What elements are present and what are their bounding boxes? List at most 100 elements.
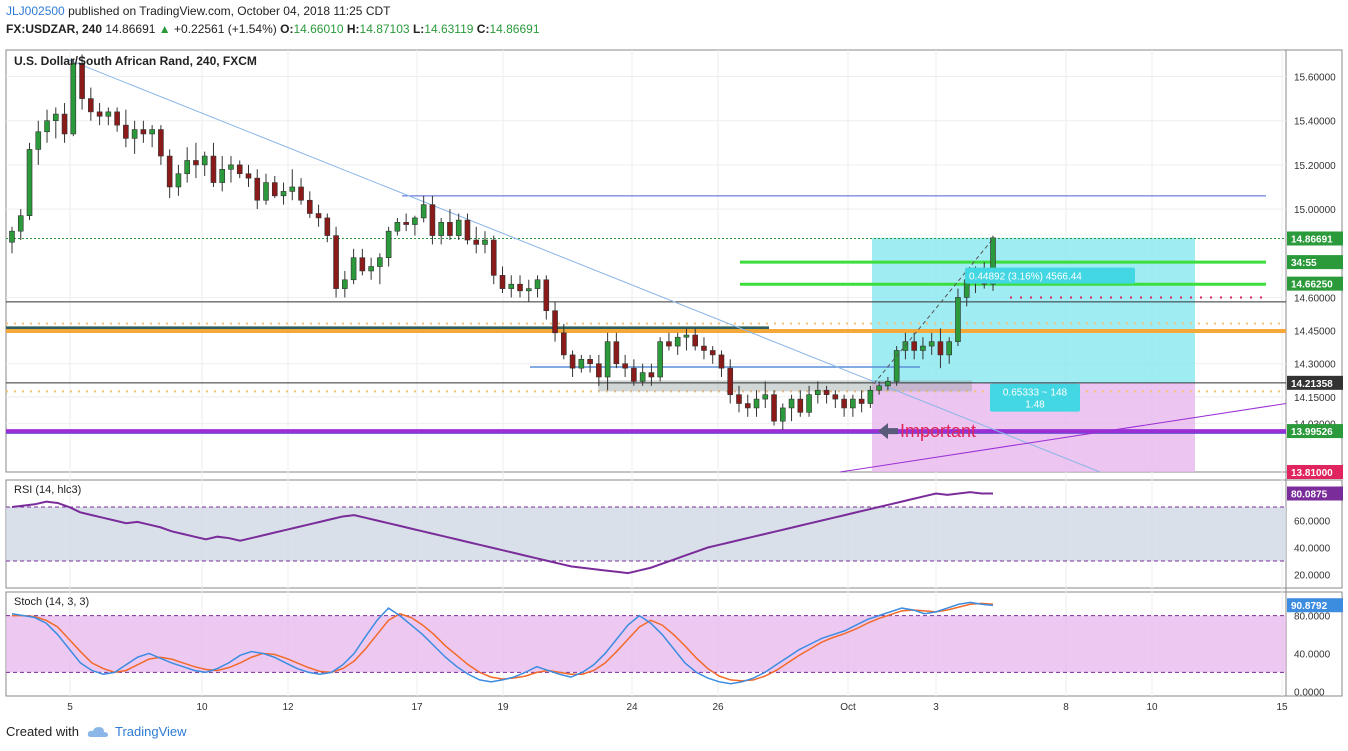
price-badge-label: 13.99526 (1291, 427, 1333, 438)
candle-body (123, 124, 129, 139)
candle-body (806, 394, 812, 413)
candle-body (201, 155, 208, 166)
candle-body (631, 367, 637, 382)
candle-body (893, 350, 900, 382)
stoch-tick-label: 0.0000 (1294, 687, 1325, 698)
candle-body (315, 213, 322, 219)
candle-body (823, 389, 830, 395)
price-badge (1287, 375, 1343, 390)
open-value: 14.66010 (293, 22, 344, 36)
price-badge (1287, 424, 1343, 439)
x-tick-label: 10 (1146, 702, 1158, 712)
candle-body (885, 381, 891, 387)
y-tick-label: 15.20000 (1294, 161, 1336, 172)
candle-body (683, 334, 690, 338)
y-tick-label: 14.60000 (1294, 293, 1336, 304)
stoch-badge-label: 90.8792 (1291, 601, 1328, 612)
candle-body (228, 164, 234, 170)
candle-body (79, 62, 85, 99)
y-tick-label: 15.00000 (1294, 205, 1336, 216)
rsi-badge-label: 80.0875 (1291, 490, 1328, 501)
up-arrow-icon: ▲ (158, 22, 171, 36)
candle-body (447, 222, 453, 236)
candle-body (753, 398, 760, 409)
candle-body (709, 350, 716, 356)
candle-body (44, 120, 50, 133)
candle-body (525, 288, 532, 292)
candle-body (841, 398, 847, 409)
candle-body (149, 129, 155, 135)
candle-body (464, 219, 471, 241)
cloud-icon (87, 726, 108, 737)
candle-body (307, 199, 313, 214)
candle-body (928, 341, 935, 347)
candle-body (131, 129, 138, 139)
candle-body (613, 341, 620, 365)
candle-body (850, 398, 856, 409)
rsi-tick-label: 20.0000 (1294, 571, 1331, 582)
chart-canvas[interactable]: 5 10 12 17 19 24 26 Oct 3 8 10 15 15.60000 15.40000 15… (0, 40, 1348, 712)
candle-body (578, 359, 585, 369)
price-badge (1287, 465, 1343, 479)
candle-body (937, 341, 944, 356)
candle-body (420, 204, 427, 219)
author-link[interactable]: JLJ002500 (6, 4, 65, 18)
candle-body (359, 257, 366, 272)
x-tick-label: Oct (840, 702, 856, 712)
candle-body (105, 111, 112, 117)
candle-body (254, 177, 261, 201)
candle-body (499, 275, 506, 289)
footer: Created with TradingView (6, 724, 187, 739)
x-tick-label: 10 (196, 702, 208, 712)
x-tick-label: 8 (1063, 702, 1069, 712)
candle-body (482, 239, 488, 245)
rsi-tick-label: 40.0000 (1294, 544, 1331, 555)
measure-label: 0.44892 (3.16%) 4566.44 (969, 272, 1082, 283)
candle-body (377, 257, 383, 267)
candle-body (342, 279, 348, 289)
stoch-d-line (12, 602, 994, 682)
candle-body (70, 62, 77, 135)
rsi-band (6, 507, 1286, 561)
stoch-title: Stoch (14, 3, 3) (14, 596, 89, 608)
candle-body (61, 113, 68, 135)
stoch-tick-label: 40.0000 (1294, 649, 1331, 660)
candle-body (490, 239, 497, 276)
stoch-badge (1287, 598, 1343, 613)
risk-label-bg (990, 383, 1080, 412)
candle-body (245, 173, 252, 179)
candle-body (955, 297, 961, 342)
candle-body (219, 169, 226, 183)
candle-body (333, 235, 339, 289)
important-annotation: Important (900, 421, 976, 441)
candle-body (534, 279, 541, 289)
y-tick-label: 14.15000 (1294, 393, 1336, 404)
created-with-text: Created with (6, 724, 79, 739)
price-badge (1287, 255, 1343, 270)
symbol-line: FX:USDZAR, 240 14.86691 ▲ +0.22561 (+1.5… (6, 22, 540, 36)
candle-body (324, 217, 331, 236)
candle-body (368, 266, 374, 272)
candle-body (473, 239, 480, 245)
candle-body (394, 222, 401, 232)
candle-body (762, 394, 769, 400)
candle-body (140, 129, 147, 135)
candle-body (587, 359, 593, 365)
tradingview-brand[interactable]: TradingView (87, 724, 187, 739)
candle-body (604, 341, 611, 378)
risk-label: 0.65333 ~ 148 (1003, 388, 1068, 399)
candle-body (569, 354, 576, 369)
candle-body (692, 334, 698, 347)
up-trendline (839, 403, 1287, 473)
candle-body (429, 204, 436, 236)
candle-body (175, 173, 182, 188)
x-tick-label: 15 (1276, 702, 1288, 712)
candle-body (96, 111, 103, 117)
grey-zone (598, 380, 972, 392)
candle-body (736, 394, 742, 404)
candle-body (561, 332, 567, 356)
candle-body (236, 164, 243, 175)
candle-body (289, 186, 296, 192)
candle-body (158, 129, 164, 157)
symbol-label: FX:USDZAR, 240 (6, 22, 103, 36)
